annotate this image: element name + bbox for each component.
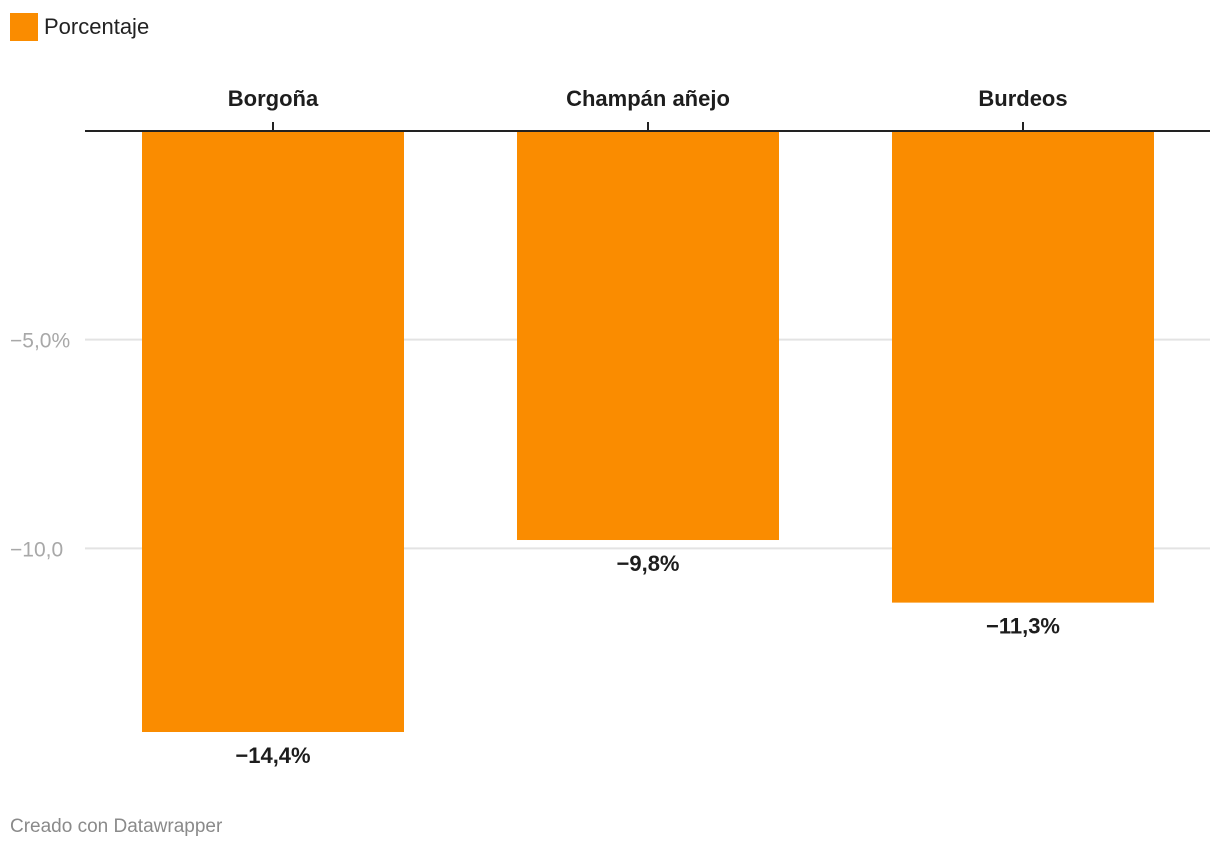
chart-legend: Porcentaje (10, 12, 149, 42)
category-label: Champán añejo (566, 86, 730, 111)
bar-chart: −5,0% −10,0 Borgoña Champán añejo Burdeos −… (10, 86, 1210, 768)
value-label: −9,8% (617, 551, 680, 576)
category-label: Borgoña (228, 86, 319, 111)
legend-swatch (10, 13, 38, 41)
legend-label: Porcentaje (44, 14, 150, 39)
value-label: −11,3% (986, 614, 1060, 639)
credit-footer: Creado con Datawrapper (10, 816, 223, 837)
y-tick-label: −10,0 (10, 538, 63, 561)
bar-1 (517, 131, 779, 541)
bars (142, 131, 1154, 732)
category-axis: Borgoña Champán añejo Burdeos (85, 86, 1210, 132)
category-label: Burdeos (978, 86, 1067, 111)
value-labels: −14,4% −9,8% −11,3% (235, 551, 1060, 768)
y-tick-label: −5,0% (10, 330, 70, 353)
value-label: −14,4% (235, 743, 310, 768)
bar-2 (892, 131, 1154, 603)
bar-0 (142, 131, 404, 732)
